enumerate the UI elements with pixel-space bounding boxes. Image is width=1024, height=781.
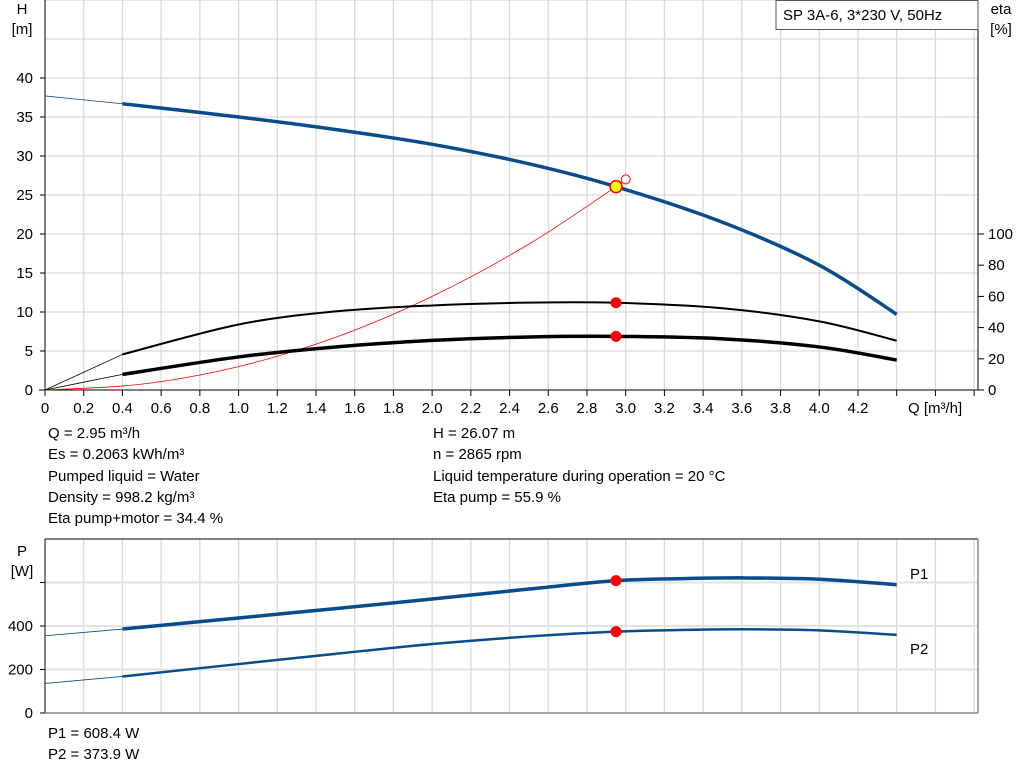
eta-total-curve (122, 334, 897, 377)
system-end-marker (620, 174, 631, 185)
y-right-tick-label: 80 (988, 257, 1005, 274)
info-n: n = 2865 rpm (433, 446, 522, 464)
p2-marker (610, 626, 622, 638)
info-p2: P2 = 373.9 W (48, 746, 140, 764)
eta-total-marker (610, 330, 622, 342)
system-curve (44, 178, 627, 391)
title-box (775, 0, 979, 30)
info-right: H = 26.07 m n = 2865 rpm Liquid temperat… (433, 423, 725, 508)
p2-curve-extension (44, 676, 123, 684)
power-grid (40, 538, 979, 714)
curves (44, 95, 898, 684)
x-tick-label: 2.6 (538, 400, 559, 417)
p1-label: P1 (910, 566, 928, 583)
y-right-tick-label: 0 (988, 382, 996, 399)
x-tick-label: 1.6 (344, 400, 365, 417)
y-left-unit: [m] (12, 21, 33, 38)
x-tick-label: 4.2 (848, 400, 869, 417)
eta-total-curve-extension (44, 374, 123, 391)
p-axis-unit: [W] (11, 563, 34, 580)
p-tick-label: 400 (8, 618, 33, 635)
x-tick-label: 3.8 (770, 400, 791, 417)
y-left-tick-label: 10 (16, 304, 33, 321)
y-left-tick-label: 20 (16, 226, 33, 243)
x-tick-label: 2.4 (499, 400, 520, 417)
info-temp: Liquid temperature during operation = 20… (433, 467, 726, 485)
y-left-label: H (17, 1, 28, 18)
y-left-tick-label: 15 (16, 265, 33, 282)
axis-labels: 0 0.2 0.4 0.6 0.8 1.0 1.2 1.4 1.6 1.8 2.0 2.2 2.4 2.6… (8, 1, 1013, 722)
p2-curve (122, 628, 897, 678)
operating-point-marker (609, 179, 623, 194)
x-tick-label: 2.2 (460, 400, 481, 417)
info-left: Q = 2.95 m³/h Es = 0.2063 kWh/m³ Pumped … (48, 423, 223, 529)
x-tick-label: 1.0 (228, 400, 249, 417)
info-liquid: Pumped liquid = Water (48, 467, 200, 485)
x-tick-label: 3.0 (615, 400, 636, 417)
x-tick-label: 3.6 (731, 400, 752, 417)
info-eta-total: Eta pump+motor = 34.4 % (48, 510, 224, 528)
eta-pump-curve-extension (44, 354, 123, 391)
main-grid (39, 0, 984, 396)
p-axis-label: P (17, 543, 27, 560)
p1-marker (610, 575, 622, 587)
info-h: H = 26.07 m (433, 425, 516, 442)
x-tick-label: 0.8 (189, 400, 210, 417)
y-right-tick-label: 40 (988, 320, 1005, 337)
p1-curve-extension (44, 628, 123, 637)
x-tick-label: 1.4 (306, 400, 327, 417)
x-axis-label: Q [m³/h] (908, 400, 962, 417)
x-tick-label: 1.8 (383, 400, 404, 417)
p-tick-label: 0 (25, 705, 33, 722)
head-curve-extension (44, 95, 123, 105)
info-p1: P1 = 608.4 W (48, 725, 140, 742)
y-right-tick-label: 60 (988, 288, 1005, 305)
head-curve (122, 102, 898, 316)
title-box-text: SP 3A-6, 3*230 V, 50Hz (783, 7, 942, 24)
x-tick-label: 0.2 (73, 400, 94, 417)
info-density: Density = 998.2 kg/m³ (48, 488, 195, 506)
y-left-tick-label: 5 (25, 343, 33, 360)
x-tick-label: 1.2 (267, 400, 288, 417)
x-tick-label: 0.6 (151, 400, 172, 417)
x-tick-label: 3.2 (654, 400, 675, 417)
info-es: Es = 0.2063 kWh/m³ (48, 446, 185, 464)
x-tick-label: 4.0 (809, 400, 830, 417)
y-left-tick-label: 40 (16, 70, 33, 87)
x-tick-label: 2.0 (422, 400, 443, 417)
p2-label: P2 (910, 641, 928, 658)
y-left-tick-label: 35 (16, 109, 33, 126)
y-left-tick-label: 30 (16, 148, 33, 165)
y-right-unit: [%] (990, 21, 1012, 38)
x-tick-label: 0.4 (112, 400, 133, 417)
y-right-tick-label: 100 (988, 226, 1013, 243)
eta-pump-curve (122, 301, 897, 356)
info-power: P1 = 608.4 W P2 = 373.9 W (48, 723, 139, 766)
y-left-tick-label: 25 (16, 187, 33, 204)
x-tick-label: 0 (41, 400, 49, 417)
p1-curve (122, 576, 897, 631)
info-q: Q = 2.95 m³/h (48, 425, 141, 442)
info-eta-pump: Eta pump = 55.9 % (433, 488, 561, 506)
p-tick-label: 200 (8, 662, 33, 679)
x-tick-label: 2.8 (577, 400, 598, 417)
x-tick-label: 3.4 (693, 400, 714, 417)
y-right-tick-label: 20 (988, 351, 1005, 368)
y-left-tick-label: 0 (25, 382, 33, 399)
eta-pump-marker (610, 297, 622, 309)
y-right-label: eta (991, 1, 1013, 18)
